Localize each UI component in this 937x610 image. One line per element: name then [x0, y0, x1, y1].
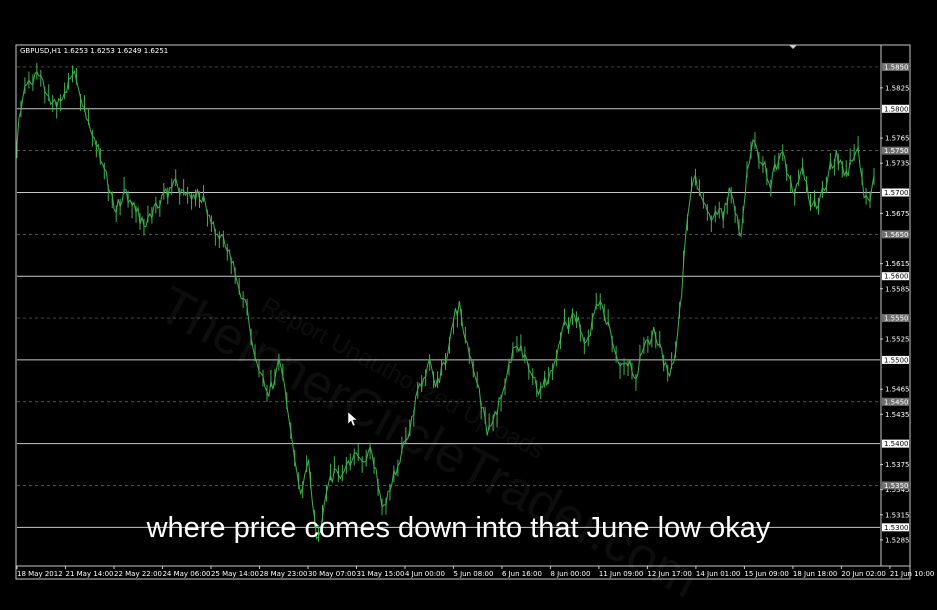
y-tick-label: 1.5345: [885, 486, 910, 494]
level-label-box: [882, 355, 909, 364]
x-tick-label: 31 May 15:00: [356, 570, 404, 578]
x-tick-label: 21 May 14:00: [65, 570, 113, 578]
x-tick-label: 18 Jun 18:00: [793, 570, 837, 578]
y-tick-label: 1.5735: [885, 160, 910, 168]
price-series-line: [16, 69, 875, 541]
level-label-box: [882, 439, 909, 448]
x-tick-label: 18 May 2012: [17, 570, 63, 578]
x-tick-label: 20 Jun 02:00: [841, 570, 885, 578]
x-tick-label: 22 May 22:00: [114, 570, 162, 578]
level-label: 1.5650: [884, 231, 909, 239]
x-tick-label: 8 Jun 00:00: [550, 570, 590, 578]
level-label-box: [882, 62, 909, 71]
level-label: 1.5400: [884, 440, 909, 448]
level-label-box: [882, 230, 909, 239]
level-label: 1.5450: [884, 398, 909, 406]
x-tick-label: 24 May 06:00: [162, 570, 210, 578]
y-tick-label: 1.5375: [885, 461, 910, 469]
level-label: 1.5750: [884, 147, 909, 155]
level-label: 1.5550: [884, 315, 909, 323]
level-label-box: [882, 314, 909, 323]
price-chart: 1.5825 1.5765 1.5735 1.5675 1.5615 1.5585 1.55…: [15, 44, 934, 580]
x-tick-label: 30 May 07:00: [308, 570, 356, 578]
level-label-box: [882, 188, 909, 197]
x-tick-label: 6 Jun 16:00: [502, 570, 542, 578]
video-caption: where price comes down into that June lo…: [146, 512, 771, 544]
y-tick-label: 1.5525: [885, 335, 910, 343]
level-label-box: [882, 146, 909, 155]
level-label-box: [882, 397, 909, 406]
x-tick-label: 28 May 23:00: [259, 570, 307, 578]
level-label-box: [882, 272, 909, 281]
level-label: 1.5700: [884, 189, 909, 197]
mouse-cursor-icon: [347, 411, 358, 427]
x-tick-label: 4 Jun 00:00: [405, 570, 445, 578]
x-tick-label: 25 May 14:00: [211, 570, 259, 578]
chart-frame: [15, 44, 911, 580]
scroll-marker-icon: [789, 45, 797, 49]
level-label: 1.5300: [884, 524, 909, 532]
level-label: 1.5600: [884, 273, 909, 281]
x-tick-label: 5 Jun 08:00: [453, 570, 493, 578]
y-tick-label: 1.5285: [885, 536, 910, 544]
y-tick-label: 1.5615: [885, 260, 910, 268]
level-label: 1.5800: [884, 105, 909, 113]
x-tick-label: 21 Jun 10:00: [890, 570, 934, 578]
level-label-box: [882, 523, 909, 532]
y-tick-label: 1.5825: [885, 84, 910, 92]
symbol-info-label: GBPUSD,H1 1.6253 1.6253 1.6249 1.6251: [20, 47, 169, 55]
level-label: 1.5850: [884, 63, 909, 71]
y-tick-label: 1.5315: [885, 511, 910, 519]
y-tick-label: 1.5675: [885, 210, 910, 218]
x-tick-label: 15 Jun 09:00: [744, 570, 788, 578]
level-label: 1.5350: [884, 482, 909, 490]
x-tick-label: 14 Jun 01:00: [696, 570, 740, 578]
y-tick-label: 1.5465: [885, 386, 910, 394]
level-label: 1.5500: [884, 356, 909, 364]
level-label-box: [882, 104, 909, 113]
y-tick-label: 1.5435: [885, 411, 910, 419]
x-tick-label: 11 Jun 09:00: [599, 570, 643, 578]
y-tick-label: 1.5585: [885, 285, 910, 293]
level-label-box: [882, 481, 909, 490]
y-tick-label: 1.5765: [885, 135, 910, 143]
x-tick-label: 12 Jun 17:00: [647, 570, 691, 578]
